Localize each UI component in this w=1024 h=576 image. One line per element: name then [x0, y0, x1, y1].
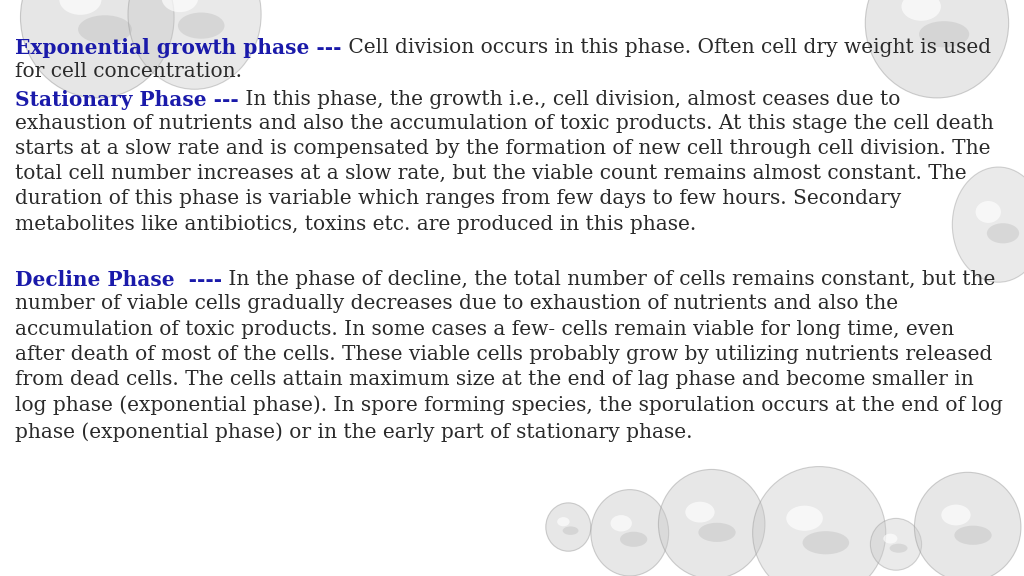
Text: Cell division occurs in this phase. Often cell dry weight is used: Cell division occurs in this phase. Ofte…: [341, 38, 990, 57]
Ellipse shape: [952, 167, 1024, 282]
Ellipse shape: [954, 526, 991, 545]
Ellipse shape: [178, 13, 224, 39]
Ellipse shape: [976, 201, 1000, 223]
Ellipse shape: [941, 505, 971, 525]
Text: for cell concentration.: for cell concentration.: [15, 62, 242, 81]
Text: Exponential growth phase ---: Exponential growth phase ---: [15, 38, 341, 58]
Ellipse shape: [610, 515, 632, 532]
Ellipse shape: [621, 532, 647, 547]
Ellipse shape: [563, 526, 579, 535]
Ellipse shape: [20, 0, 174, 98]
Ellipse shape: [914, 472, 1021, 576]
Ellipse shape: [870, 518, 922, 570]
Ellipse shape: [591, 490, 669, 576]
Text: Decline Phase  ----: Decline Phase ----: [15, 270, 222, 290]
Ellipse shape: [890, 544, 907, 553]
Ellipse shape: [901, 0, 941, 21]
Ellipse shape: [162, 0, 199, 12]
Text: Stationary Phase ---: Stationary Phase ---: [15, 90, 239, 109]
Ellipse shape: [685, 502, 715, 522]
Ellipse shape: [658, 469, 765, 576]
Ellipse shape: [884, 534, 897, 544]
Ellipse shape: [987, 223, 1019, 244]
Ellipse shape: [786, 506, 823, 531]
Ellipse shape: [698, 523, 735, 542]
Ellipse shape: [865, 0, 1009, 98]
Text: exhaustion of nutrients and also the accumulation of toxic products. At this sta: exhaustion of nutrients and also the acc…: [15, 113, 993, 234]
Ellipse shape: [920, 21, 969, 47]
Ellipse shape: [557, 517, 569, 526]
Ellipse shape: [128, 0, 261, 89]
Ellipse shape: [59, 0, 101, 15]
Ellipse shape: [753, 467, 886, 576]
Ellipse shape: [78, 16, 132, 43]
Text: In the phase of decline, the total number of cells remains constant, but the: In the phase of decline, the total numbe…: [222, 270, 995, 289]
Ellipse shape: [803, 531, 849, 554]
Text: number of viable cells gradually decreases due to exhaustion of nutrients and al: number of viable cells gradually decreas…: [15, 294, 1002, 442]
Ellipse shape: [546, 503, 591, 551]
Text: In this phase, the growth i.e., cell division, almost ceases due to: In this phase, the growth i.e., cell div…: [239, 90, 900, 109]
